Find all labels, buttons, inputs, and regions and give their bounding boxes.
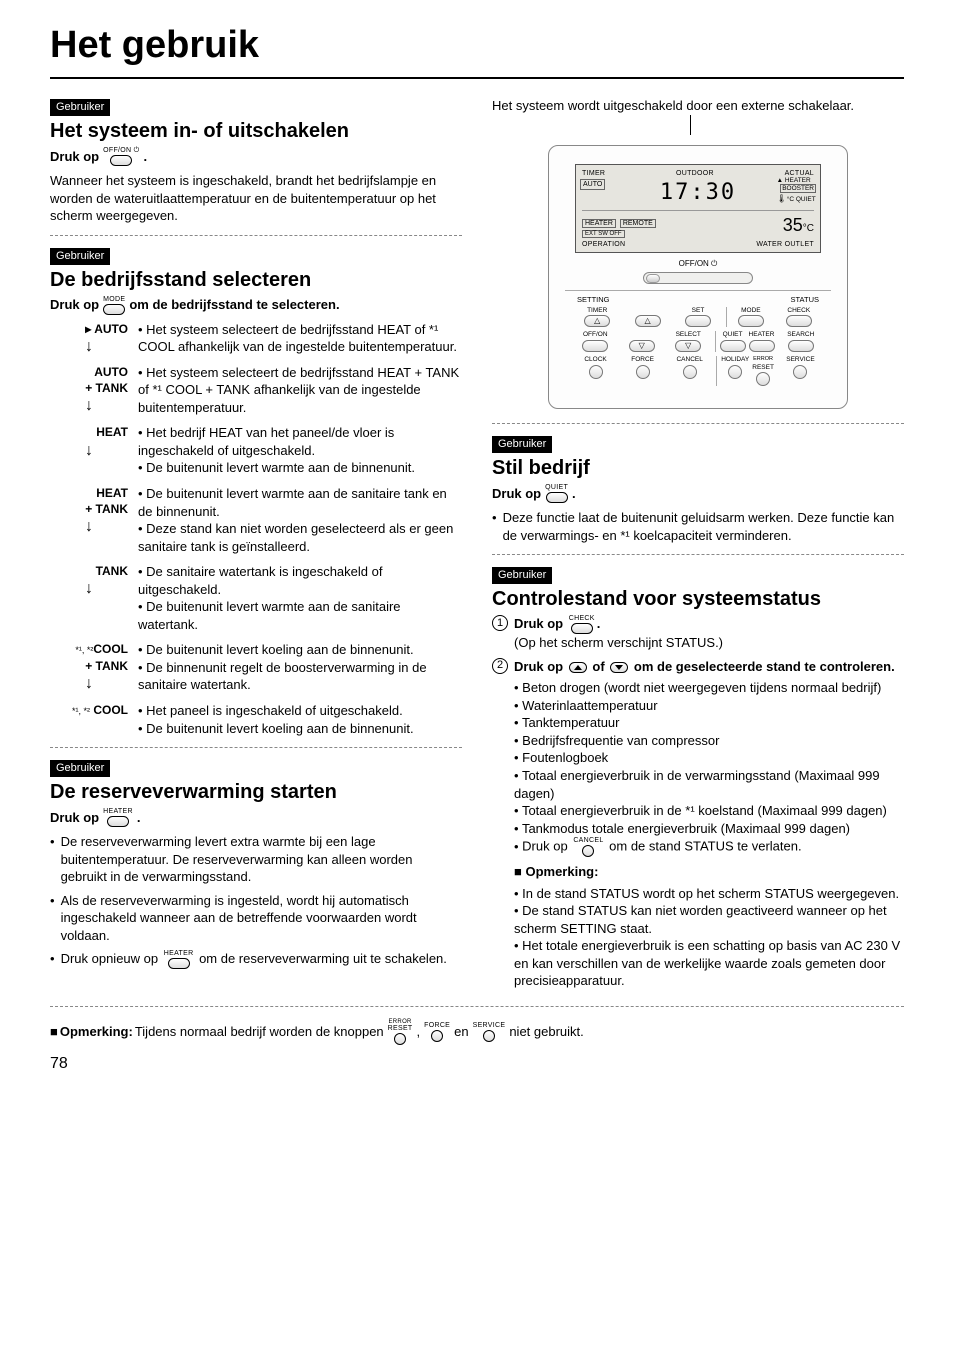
section-heading-backup-heater: De reserveverwarming starten: [50, 779, 462, 806]
section-heading-status: Controlestand voor systeemstatus: [492, 586, 904, 613]
divider: [50, 1006, 904, 1007]
status-items: Beton drogen (wordt niet weergegeven tij…: [514, 679, 904, 857]
user-tag: Gebruiker: [492, 567, 552, 584]
step-2: 2 Druk op of om de geselecteerde stand t…: [492, 658, 904, 990]
step-number-icon: 2: [492, 658, 508, 674]
section-heading-mode: De bedrijfsstand selecteren: [50, 267, 462, 294]
mode-table: ▸ AUTO ↓ Het systeem selecteert de bedri…: [50, 321, 462, 737]
remote-button-row1: TIMER△ △ SET MODE CHECK: [575, 307, 821, 328]
mode-row-heat: HEAT ↓ Het bedrijf HEAT van het paneel/d…: [50, 424, 462, 477]
mode-row-cool: *¹, *² COOL Het paneel is ingeschakeld o…: [50, 702, 462, 737]
step-number-icon: 1: [492, 615, 508, 631]
error-reset-button-icon: ERROR RESET: [388, 1019, 413, 1045]
bullet-list: De reserveverwarming levert extra warmte…: [50, 833, 462, 969]
section-heading-power: Het systeem in- of uitschakelen: [50, 118, 462, 145]
down-arrow-icon: ↓: [50, 398, 128, 414]
down-arrow-icon: ↓: [50, 443, 128, 459]
mode-row-auto: ▸ AUTO ↓ Het systeem selecteert de bedri…: [50, 321, 462, 356]
check-button-icon: CHECK: [569, 615, 595, 634]
instr-text: Druk op: [50, 296, 99, 314]
instruction-power: Druk op OFF/ON ⏻ .: [50, 147, 462, 166]
instr-text: om de bedrijfsstand te selecteren.: [129, 296, 339, 314]
mode-button-icon: MODE: [103, 296, 125, 315]
instruction-heater: Druk op HEATER .: [50, 808, 462, 827]
force-button-icon: FORCE: [424, 1022, 450, 1042]
user-tag: Gebruiker: [50, 248, 110, 265]
page-number: 78: [50, 1053, 904, 1075]
instr-text: Druk op: [50, 148, 99, 166]
mode-row-heat-tank: HEAT + TANK ↓ De buitenunit levert warmt…: [50, 485, 462, 555]
divider: [50, 235, 462, 236]
divider: [492, 423, 904, 424]
note-heading: Opmerking:: [514, 863, 904, 881]
user-tag: Gebruiker: [50, 760, 110, 777]
mode-row-tank: TANK ↓ De sanitaire watertank is ingesch…: [50, 563, 462, 633]
remote-button-row3: CLOCK FORCE CANCEL HOLIDAY ERRORRESET SE…: [575, 356, 821, 386]
divider: [492, 554, 904, 555]
bullet-list: Deze functie laat de buitenunit geluidsa…: [492, 509, 904, 544]
heater-button-icon: HEATER: [103, 808, 133, 827]
remote-button-row2: OFF/ON ▽ SELECT▽ QUIET HEATER SEARCH: [575, 331, 821, 352]
offon-label: OFF/ON ⏻: [575, 259, 821, 270]
page-title: Het gebruik: [50, 20, 904, 79]
pointer-line: [690, 115, 691, 135]
instr-text: Druk op: [50, 809, 99, 827]
note-list: In de stand STATUS wordt op het scherm S…: [514, 885, 904, 990]
instr-text: .: [137, 809, 141, 827]
down-arrow-icon: ↓: [50, 581, 128, 597]
user-tag: Gebruiker: [492, 436, 552, 453]
step-1: 1 Druk op CHECK . (Op het scherm verschi…: [492, 615, 904, 652]
mode-row-cool-tank: *¹, *²COOL + TANK ↓ De buitenunit levert…: [50, 641, 462, 694]
remote-illustration: TIMER OUTDOOR ACTUAL AUTO ▲ HEATER BOOST…: [548, 145, 848, 410]
mode-row-auto-tank: AUTO + TANK ↓ Het systeem selecteert de …: [50, 364, 462, 417]
down-arrow-icon: ↓: [50, 339, 128, 355]
offon-button-icon: OFF/ON ⏻: [103, 147, 139, 166]
right-column: Het systeem wordt uitgeschakeld door een…: [492, 97, 904, 996]
top-note: Het systeem wordt uitgeschakeld door een…: [492, 97, 904, 115]
left-column: Gebruiker Het systeem in- of uitschakele…: [50, 97, 462, 996]
down-arrow-icon: ↓: [50, 676, 128, 692]
up-arrow-button-icon: [569, 662, 587, 673]
user-tag: Gebruiker: [50, 99, 110, 116]
service-button-icon: SERVICE: [473, 1022, 506, 1042]
footer-note: ■ Opmerking: Tijdens normaal bedrijf wor…: [50, 1019, 904, 1045]
heater-button-icon: HEATER: [164, 950, 194, 969]
instr-text: .: [143, 148, 147, 166]
divider: [50, 747, 462, 748]
down-arrow-icon: ↓: [50, 519, 128, 535]
instruction-mode: Druk op MODE om de bedrijfsstand te sele…: [50, 296, 462, 315]
down-arrow-button-icon: [610, 662, 628, 673]
instruction-quiet: Druk op QUIET .: [492, 484, 904, 503]
lcd-screen: TIMER OUTDOOR ACTUAL AUTO ▲ HEATER BOOST…: [575, 164, 821, 253]
cancel-button-icon: CANCEL: [573, 837, 603, 857]
section-heading-quiet: Stil bedrijf: [492, 455, 904, 482]
paragraph: Wanneer het systeem is ingeschakeld, bra…: [50, 172, 462, 225]
power-slider: [643, 272, 753, 284]
quiet-button-icon: QUIET: [545, 484, 568, 503]
